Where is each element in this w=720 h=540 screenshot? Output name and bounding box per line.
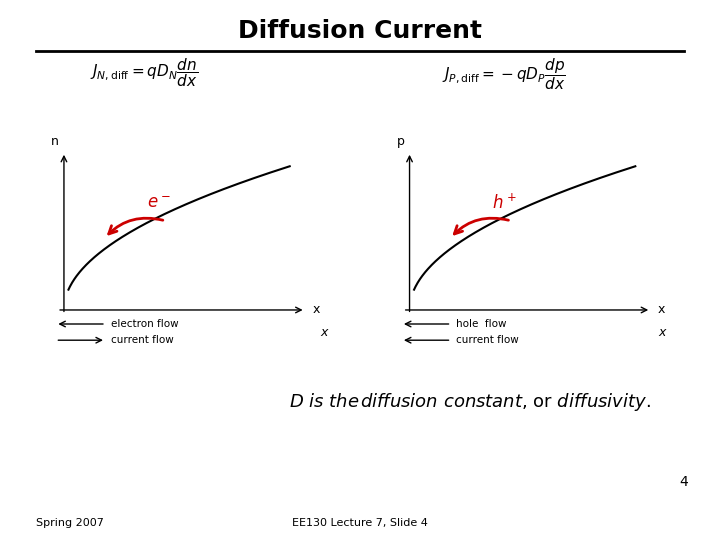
- Text: $J_{P,\mathrm{diff}} = -qD_P \dfrac{dp}{dx}$: $J_{P,\mathrm{diff}} = -qD_P \dfrac{dp}{…: [442, 57, 566, 92]
- Text: p: p: [397, 134, 405, 147]
- Text: x: x: [658, 303, 665, 316]
- Text: EE130 Lecture 7, Slide 4: EE130 Lecture 7, Slide 4: [292, 518, 428, 528]
- Text: Diffusion Current: Diffusion Current: [238, 19, 482, 43]
- Text: $J_{N,\mathrm{diff}} = qD_N \dfrac{dn}{dx}$: $J_{N,\mathrm{diff}} = qD_N \dfrac{dn}{d…: [90, 57, 198, 90]
- Text: $e^-$: $e^-$: [147, 194, 171, 212]
- Text: current flow: current flow: [111, 335, 174, 345]
- Text: 4: 4: [679, 475, 688, 489]
- Text: $h^+$: $h^+$: [492, 193, 517, 212]
- Text: Spring 2007: Spring 2007: [36, 518, 104, 528]
- Text: current flow: current flow: [456, 335, 519, 345]
- Text: x: x: [659, 326, 666, 339]
- Text: $\mathit{D}$ is the: $\mathit{D}$ is the: [289, 393, 360, 411]
- Text: x: x: [320, 326, 328, 339]
- Text: hole  flow: hole flow: [456, 319, 507, 329]
- Text: x: x: [312, 303, 320, 316]
- Text: n: n: [51, 134, 59, 147]
- Text: $\mathbf{\mathit{diffusion\ constant}}$, or $\mathbf{\mathit{diffusivity}}$.: $\mathbf{\mathit{diffusion\ constant}}$,…: [360, 392, 651, 413]
- Text: electron flow: electron flow: [111, 319, 179, 329]
